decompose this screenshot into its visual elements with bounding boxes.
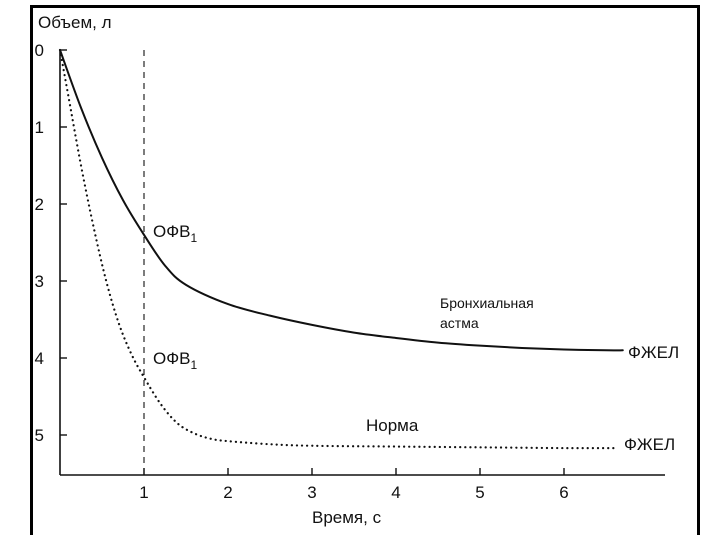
series-line-asthma — [59, 49, 624, 352]
ticks-layer: 1 2 3 4 5 6 0 1 2 3 4 5 — [35, 41, 569, 502]
y-axis-title: Объем, л — [38, 13, 112, 32]
norm-label: Норма — [366, 416, 419, 435]
x-tick-label: 4 — [391, 483, 400, 502]
y-tick-label: 3 — [35, 272, 44, 291]
y-tick-label: 0 — [35, 41, 44, 60]
y-tick-label: 1 — [35, 118, 44, 137]
x-axis-title: Время, с — [312, 508, 382, 527]
y-tick-label: 2 — [35, 195, 44, 214]
asthma-label-line1: Бронхиальная — [440, 295, 534, 311]
series-layer — [58, 48, 624, 450]
series-line-norm — [58, 48, 616, 450]
fvc-asthma-label: ФЖЕЛ — [628, 343, 679, 362]
fvc-norm-label: ФЖЕЛ — [624, 435, 675, 454]
asthma-label-line2: астма — [440, 315, 479, 331]
x-tick-label: 5 — [475, 483, 484, 502]
y-tick-label: 5 — [35, 426, 44, 445]
fev1-asthma-label: ОФВ1 — [153, 222, 198, 245]
x-tick-label: 3 — [307, 483, 316, 502]
fev1-norm-label: ОФВ1 — [153, 349, 198, 372]
x-tick-label: 6 — [559, 483, 568, 502]
chart-frame — [30, 5, 700, 535]
x-tick-label: 1 — [139, 483, 148, 502]
y-tick-label: 4 — [35, 349, 44, 368]
x-tick-label: 2 — [223, 483, 232, 502]
